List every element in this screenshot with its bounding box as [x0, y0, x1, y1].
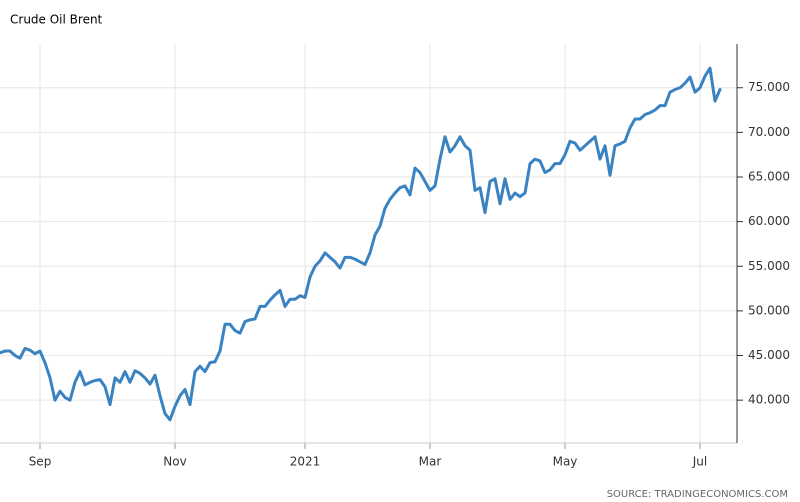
x-tick-label: May [553, 455, 578, 469]
chart-title: Crude Oil Brent [10, 13, 103, 27]
x-tick-label: Mar [419, 455, 442, 469]
x-tick-label: Nov [163, 455, 186, 469]
x-tick-label: Jul [692, 455, 707, 469]
source: SOURCE: TRADINGECONOMICS.COM [607, 489, 788, 500]
x-tick-label: Sep [29, 455, 52, 469]
x-tick-label: 2021 [290, 455, 321, 469]
y-tick-label: 50.000 [748, 303, 790, 317]
y-tick-label: 55.000 [748, 259, 790, 273]
y-tick-label: 40.000 [748, 393, 790, 407]
data-line [0, 66, 722, 422]
y-tick-label: 75.000 [748, 80, 790, 94]
y-tick-label: 45.000 [748, 348, 790, 362]
y-tick-label: 70.000 [748, 125, 790, 139]
y-tick-label: 60.000 [748, 214, 790, 228]
y-tick-label: 65.000 [748, 170, 790, 184]
